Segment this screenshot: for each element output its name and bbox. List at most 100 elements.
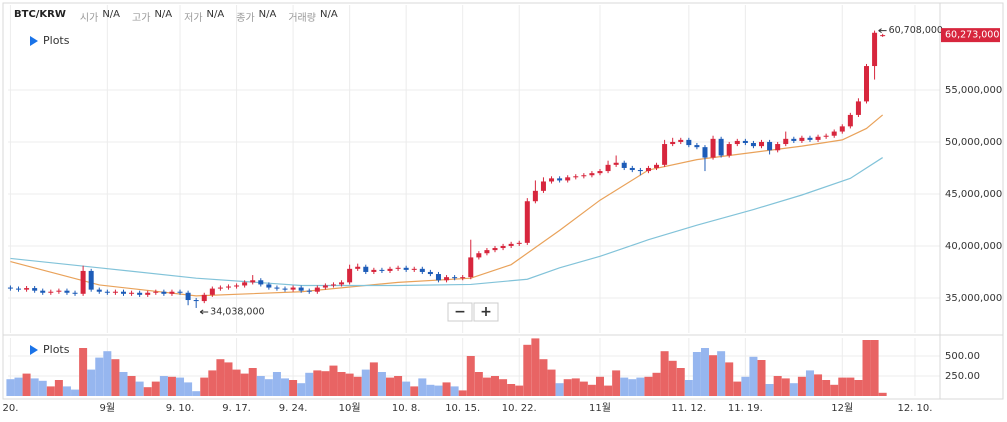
volume-bar xyxy=(329,365,338,396)
moving-average xyxy=(10,114,884,297)
zoom-out[interactable]: − xyxy=(447,302,473,322)
candle-body xyxy=(476,253,482,258)
zoom-in-label[interactable]: + xyxy=(480,304,492,320)
volume-bar xyxy=(854,380,863,396)
volume-bar xyxy=(676,368,685,396)
zoom-in[interactable]: + xyxy=(473,302,499,322)
candle-body xyxy=(371,269,377,272)
candle-body xyxy=(775,144,781,151)
header: BTC/KRW 시가 N/A 고가 N/A 저가 N/A 종가 N/A 거래량 N/A xyxy=(14,9,346,24)
candle-body xyxy=(444,277,450,281)
volume-bar xyxy=(660,351,669,396)
symbol: BTC/KRW xyxy=(14,9,66,20)
candle-body xyxy=(185,292,191,301)
candle-body xyxy=(508,243,514,246)
info-label: 고가 xyxy=(132,13,151,24)
info-value: N/A xyxy=(102,9,121,20)
volume-bar xyxy=(87,369,96,396)
x-tick-label: 10. 22. xyxy=(502,403,537,414)
volume-bar xyxy=(862,340,871,396)
y-tick-label: 50,000,000 xyxy=(945,137,1002,148)
candle-body xyxy=(710,138,716,158)
legend-toggle[interactable]: Plots xyxy=(43,343,70,356)
volume-bar xyxy=(725,362,734,396)
volume-bar xyxy=(6,379,15,396)
volume-bar xyxy=(523,344,532,396)
candle-body xyxy=(48,291,54,293)
candle-body xyxy=(274,287,280,289)
volume-bar xyxy=(386,377,395,396)
candle-body xyxy=(225,286,231,288)
volume-bar xyxy=(281,378,290,396)
candle-body xyxy=(750,143,756,147)
volume-bar xyxy=(668,360,677,396)
candle-body xyxy=(742,140,748,144)
volume-bar xyxy=(345,373,354,396)
x-tick-label: 10. 15. xyxy=(445,403,480,414)
volume-bar xyxy=(612,370,621,396)
volume-bar xyxy=(749,356,758,396)
volume-bar xyxy=(604,385,613,396)
candle-body xyxy=(678,139,684,142)
legend-toggle-icon[interactable] xyxy=(30,36,38,46)
candle-body xyxy=(153,291,159,293)
candle-body xyxy=(169,291,175,294)
candle-body xyxy=(379,269,385,271)
volume-bar xyxy=(248,368,257,396)
candle-body xyxy=(161,291,167,294)
volume-bar xyxy=(337,372,346,396)
volume-bar xyxy=(507,384,516,396)
candle-body xyxy=(734,140,740,145)
volume-bar xyxy=(426,384,435,396)
volume-bar xyxy=(192,391,201,396)
info-label: 거래량 xyxy=(288,13,316,24)
volume-bar xyxy=(14,377,23,396)
volume-bar xyxy=(466,356,475,396)
candle-body xyxy=(411,268,417,270)
candle-body xyxy=(419,268,425,272)
legend-toggle[interactable]: Plots xyxy=(43,34,70,47)
volume-bar xyxy=(474,372,483,396)
candle-body xyxy=(670,141,676,145)
candle-body xyxy=(654,164,660,168)
candle-body xyxy=(880,35,886,37)
volume-bar xyxy=(289,380,298,396)
x-tick-label: 11. 19. xyxy=(728,403,763,414)
candle-body xyxy=(104,291,110,293)
volume-bar xyxy=(62,386,71,396)
volume-bar xyxy=(30,378,39,396)
candle-body xyxy=(339,282,345,285)
candle-body xyxy=(355,266,361,269)
candle-body xyxy=(80,270,86,294)
candle-body xyxy=(40,290,46,293)
candle-body xyxy=(516,242,522,244)
candle-body xyxy=(298,287,304,291)
y-tick-label: 500.00 xyxy=(945,351,980,362)
volume-bar xyxy=(361,369,370,396)
volume-bar xyxy=(256,376,265,396)
candle-body xyxy=(242,282,248,286)
candle-body xyxy=(532,190,538,202)
x-tick-label: 11. 12. xyxy=(671,403,706,414)
candle-body xyxy=(193,300,199,302)
volume-bar xyxy=(765,384,774,396)
candle-body xyxy=(137,292,143,295)
volume-bar xyxy=(442,382,451,396)
candle-body xyxy=(549,178,555,182)
candle-body xyxy=(767,141,773,151)
candle-body xyxy=(605,164,611,172)
candle-body xyxy=(427,271,433,275)
volume-bar xyxy=(733,381,742,396)
candle-body xyxy=(24,288,30,290)
x-tick-label: 12. 10. xyxy=(897,403,932,414)
legend-toggle-icon[interactable] xyxy=(30,345,38,355)
volume-bar xyxy=(838,377,847,396)
zoom-out-label[interactable]: − xyxy=(454,304,466,320)
frame xyxy=(2,2,1004,400)
volume-bar xyxy=(620,377,629,396)
volume-bar xyxy=(499,379,508,396)
candle-body xyxy=(7,287,13,289)
volume-bar xyxy=(22,373,31,396)
x-tick-label: 9월 xyxy=(100,402,116,414)
